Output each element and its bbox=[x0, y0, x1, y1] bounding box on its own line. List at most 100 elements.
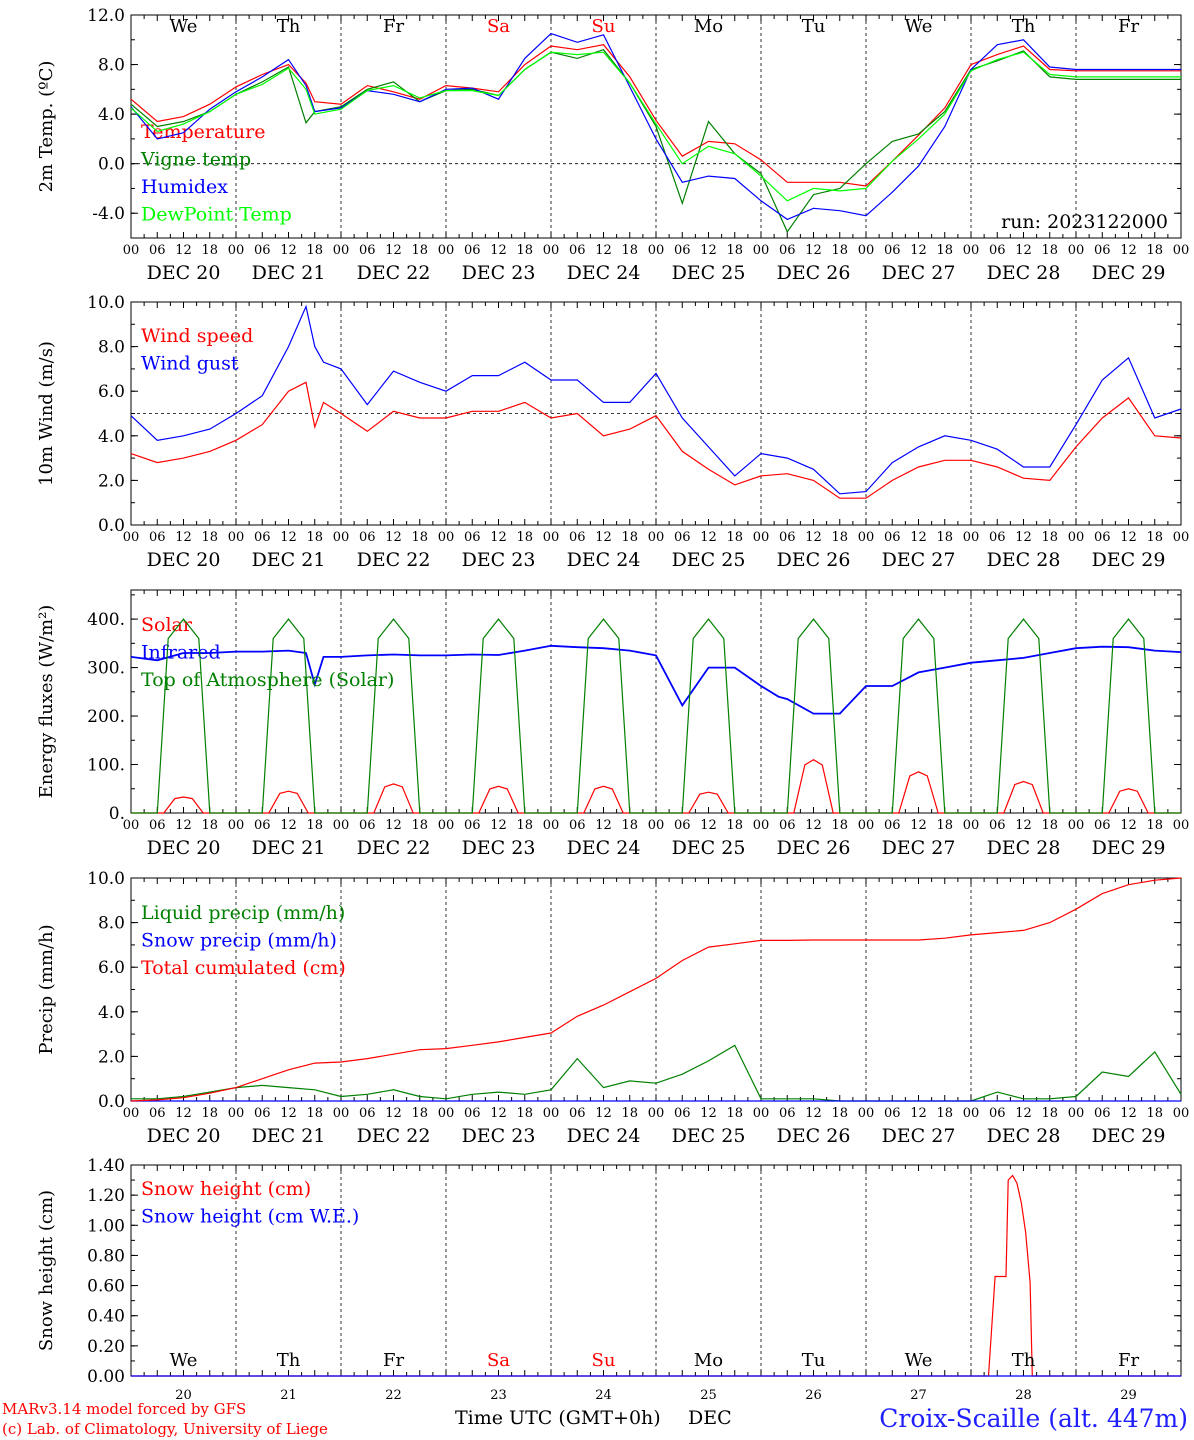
y-tick-label: 8.0 bbox=[98, 338, 125, 358]
x-date-label: DEC 22 bbox=[357, 837, 431, 859]
x-hour-label: 00 bbox=[963, 818, 980, 833]
x-date-label: DEC 24 bbox=[567, 837, 641, 859]
x-hour-label: 12 bbox=[595, 530, 612, 545]
x-hour-label: 00 bbox=[228, 1106, 245, 1121]
x-hour-label: 12 bbox=[280, 1106, 297, 1121]
x-hour-label: 06 bbox=[149, 243, 166, 258]
x-hour-label: 18 bbox=[516, 243, 533, 258]
x-date-label: DEC 22 bbox=[357, 262, 431, 284]
x-date-label: DEC 20 bbox=[147, 549, 221, 571]
y-axis-title: Snow height (cm) bbox=[36, 1190, 57, 1351]
x-hour-label: 18 bbox=[726, 818, 743, 833]
x-date-label: DEC 23 bbox=[462, 549, 536, 571]
legend-entry: Liquid precip (mm/h) bbox=[141, 902, 345, 924]
x-hour-label: 18 bbox=[831, 243, 848, 258]
x-hour-label: 12 bbox=[385, 530, 402, 545]
x-hour-label: 00 bbox=[543, 818, 560, 833]
weekday-labels: We We Th Th Fr Fr Sa Sa Su Su Mo Mo Tu Tu We We Th Th Fr Fr bbox=[170, 16, 1140, 1371]
x-hour-label: 06 bbox=[464, 818, 481, 833]
panel-3: 0. 100. 200. 300. 400. Energy fluxes (W/m²) So… bbox=[36, 589, 1190, 859]
legend-entry: Snow precip (mm/h) bbox=[141, 930, 337, 952]
x-day-number: 22 bbox=[385, 1388, 402, 1403]
x-hour-label: 18 bbox=[306, 530, 323, 545]
y-tick-label: 12.0 bbox=[87, 6, 125, 26]
y-tick-label: 10.0 bbox=[87, 293, 125, 313]
x-hour-label: 00 bbox=[333, 243, 350, 258]
x-hour-label: 06 bbox=[884, 530, 901, 545]
x-date-label: DEC 29 bbox=[1092, 262, 1166, 284]
x-hour-label: 12 bbox=[595, 1106, 612, 1121]
x-hour-label: 12 bbox=[1120, 243, 1137, 258]
x-date-label: DEC 28 bbox=[987, 549, 1061, 571]
x-hour-label: 06 bbox=[149, 1106, 166, 1121]
x-hour-label: 06 bbox=[884, 243, 901, 258]
x-hour-label: 06 bbox=[254, 1106, 271, 1121]
x-hour-label: 18 bbox=[936, 818, 953, 833]
x-hour-label: 06 bbox=[1094, 530, 1111, 545]
x-hour-label: 06 bbox=[464, 530, 481, 545]
weekday-label: Su bbox=[592, 1350, 616, 1371]
x-day-number: 21 bbox=[280, 1388, 297, 1403]
x-hour-label: 06 bbox=[569, 530, 586, 545]
x-hour-label: 00 bbox=[1173, 818, 1190, 833]
x-hour-label: 12 bbox=[1015, 1106, 1032, 1121]
x-date-label: DEC 21 bbox=[252, 1125, 326, 1147]
x-hour-label: 00 bbox=[438, 818, 455, 833]
x-hour-label: 06 bbox=[779, 243, 796, 258]
x-hour-label: 12 bbox=[595, 243, 612, 258]
x-hour-label: 12 bbox=[805, 530, 822, 545]
x-hour-label: 18 bbox=[831, 530, 848, 545]
x-hour-label: 18 bbox=[1041, 818, 1058, 833]
x-hour-label: 18 bbox=[726, 243, 743, 258]
x-hour-label: 12 bbox=[490, 1106, 507, 1121]
panel-frame bbox=[130, 589, 1182, 814]
x-hour-label: 12 bbox=[595, 818, 612, 833]
y-tick-label: 4.0 bbox=[98, 427, 125, 447]
x-hour-label: 00 bbox=[858, 243, 875, 258]
x-hour-label: 12 bbox=[385, 1106, 402, 1121]
x-date-label: DEC 27 bbox=[882, 837, 956, 859]
weekday-label: We bbox=[170, 16, 198, 37]
x-hour-label: 06 bbox=[1094, 818, 1111, 833]
weekday-label: Th bbox=[1012, 1350, 1036, 1371]
y-tick-label: 0.00 bbox=[87, 1367, 125, 1387]
x-hour-label: 18 bbox=[726, 1106, 743, 1121]
x-hour-label: 18 bbox=[201, 530, 218, 545]
y-tick-label: 0.80 bbox=[87, 1246, 125, 1266]
x-hour-label: 18 bbox=[621, 1106, 638, 1121]
x-hour-label: 18 bbox=[936, 243, 953, 258]
x-hour-label: 00 bbox=[753, 530, 770, 545]
x-hour-label: 00 bbox=[648, 243, 665, 258]
y-tick-label: 2.0 bbox=[98, 471, 125, 491]
x-hour-label: 00 bbox=[648, 530, 665, 545]
series-line-solar bbox=[131, 758, 1181, 814]
weekday-label: Th bbox=[277, 1350, 301, 1371]
x-hour-label: 06 bbox=[1094, 243, 1111, 258]
x-date-label: DEC 25 bbox=[672, 549, 746, 571]
x-hour-label: 18 bbox=[1041, 530, 1058, 545]
weekday-label: Tu bbox=[802, 1350, 826, 1371]
x-date-label: DEC 20 bbox=[147, 837, 221, 859]
y-tick-label: 1.00 bbox=[87, 1216, 125, 1236]
weekday-label: Fr bbox=[1118, 1350, 1139, 1371]
x-hour-label: 12 bbox=[910, 1106, 927, 1121]
x-hour-label: 18 bbox=[1146, 1106, 1163, 1121]
x-day-number: 23 bbox=[490, 1388, 507, 1403]
series-line-humidex bbox=[130, 32, 1181, 221]
y-tick-label: 4.0 bbox=[98, 105, 125, 125]
x-hour-label: 12 bbox=[385, 243, 402, 258]
x-hour-label: 18 bbox=[411, 818, 428, 833]
x-hour-label: 06 bbox=[569, 243, 586, 258]
weekday-label: Th bbox=[277, 16, 301, 37]
x-hour-label: 12 bbox=[700, 243, 717, 258]
series-line-vigne-temp bbox=[130, 48, 1181, 234]
x-hour-label: 06 bbox=[569, 1106, 586, 1121]
x-day-number: 27 bbox=[910, 1388, 927, 1403]
legend-entry: Snow height (cm) bbox=[141, 1178, 311, 1200]
x-hour-label: 06 bbox=[989, 1106, 1006, 1121]
x-date-label: DEC 21 bbox=[252, 549, 326, 571]
x-hour-label: 12 bbox=[700, 818, 717, 833]
x-day-number: 26 bbox=[805, 1388, 822, 1403]
x-date-label: DEC 23 bbox=[462, 837, 536, 859]
x-hour-label: 06 bbox=[359, 1106, 376, 1121]
